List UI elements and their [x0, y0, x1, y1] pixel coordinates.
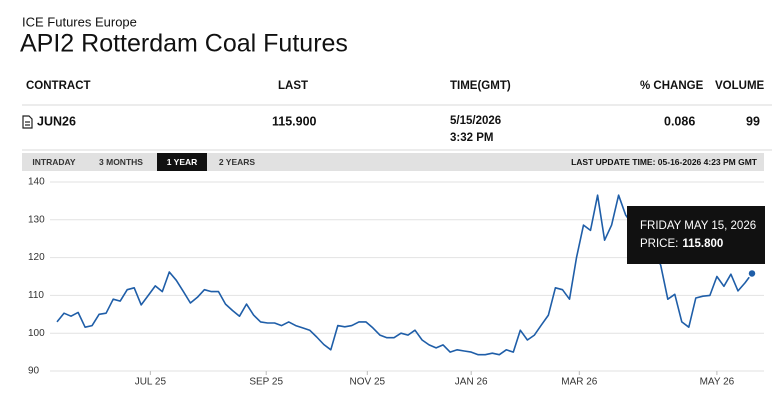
percent-change: 0.086	[664, 114, 695, 128]
trade-date: 5/15/2026	[450, 115, 501, 127]
tab[interactable]: INTRADAY	[32, 157, 75, 167]
y-tick-label: 120	[28, 252, 45, 263]
last-price: 115.900	[272, 114, 317, 128]
tooltip-value: 115.800	[682, 238, 723, 250]
hover-marker	[747, 268, 757, 279]
y-tick-label: 100	[28, 328, 45, 339]
x-tick-label: MAY 26	[700, 377, 735, 388]
column-header: VOLUME	[715, 80, 765, 92]
tab[interactable]: 1 YEAR	[167, 157, 198, 167]
x-tick-label: JAN 26	[455, 377, 488, 388]
x-tick-label: MAR 26	[561, 377, 598, 388]
page-title: API2 Rotterdam Coal Futures	[20, 30, 348, 58]
y-tick-label: 130	[28, 214, 45, 225]
tab-selected-bg	[157, 153, 207, 171]
y-tick-label: 140	[28, 177, 45, 188]
tab[interactable]: 3 MONTHS	[99, 157, 143, 167]
tooltip-date: FRIDAY MAY 15, 2026	[640, 220, 756, 232]
x-tick-label: SEP 25	[249, 377, 283, 388]
tab[interactable]: 2 YEARS	[219, 157, 256, 167]
tooltip-box	[627, 206, 765, 264]
document-icon	[22, 115, 33, 129]
volume: 99	[746, 114, 760, 128]
trade-time: 3:32 PM	[450, 132, 493, 144]
column-header: CONTRACT	[26, 80, 91, 92]
column-header: LAST	[278, 80, 308, 92]
column-header: TIME(GMT)	[450, 80, 511, 92]
x-tick-label: JUL 25	[135, 377, 167, 388]
exchange-name: ICE Futures Europe	[22, 14, 137, 29]
contract[interactable]: JUN26	[37, 114, 76, 128]
y-tick-label: 90	[28, 366, 40, 377]
last-update: LAST UPDATE TIME: 05-16-2026 4:23 PM GMT	[571, 157, 758, 167]
column-header: % CHANGE	[640, 80, 704, 92]
tab-bar	[22, 153, 764, 171]
y-tick-label: 110	[28, 290, 44, 301]
x-tick-label: NOV 25	[350, 377, 386, 388]
tooltip-label: PRICE:	[640, 238, 678, 250]
